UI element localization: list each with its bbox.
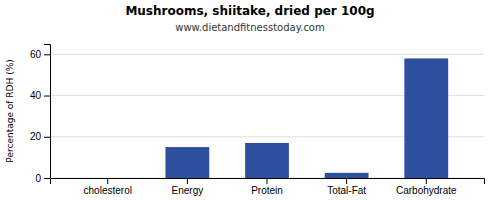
y-tick: 60	[30, 49, 50, 60]
y-tick-label: 0	[35, 173, 41, 184]
y-axis-line	[44, 45, 51, 179]
y-tick: 40	[30, 90, 50, 101]
title: Mushrooms, shiitake, dried per 100g	[125, 4, 374, 18]
bar	[404, 58, 448, 178]
x-tick-label: Carbohydrate	[396, 185, 457, 196]
x-tick: Energy	[172, 178, 204, 196]
y-tick-mark	[44, 54, 50, 55]
x-tick: Total-Fat	[327, 178, 366, 196]
x-tick-mark	[346, 178, 347, 184]
bars	[165, 58, 448, 178]
x-tick-label: Energy	[172, 185, 204, 196]
x-tick-mark	[426, 178, 427, 184]
grid	[50, 54, 484, 178]
plot: cholesterol Energy Protein Total-Fat Carbohy…	[30, 45, 485, 197]
x-tick: Carbohydrate	[396, 178, 457, 196]
x-tick-mark	[187, 178, 188, 184]
y-tick-mark	[44, 178, 50, 179]
x-tick-mark	[107, 178, 108, 184]
y-tick-label: 60	[30, 49, 42, 60]
y-tick: 20	[30, 131, 50, 142]
y-axis: 0 20 40 60	[30, 45, 51, 184]
x-tick-label: cholesterol	[84, 185, 132, 196]
y-tick-label: 40	[30, 90, 42, 101]
grid-line	[50, 54, 484, 55]
subtitle: www.dietandfitnesstoday.com	[175, 22, 324, 33]
y-tick-mark	[44, 96, 50, 97]
y-tick-mark	[44, 137, 50, 138]
bar	[165, 147, 209, 178]
x-tick: cholesterol	[84, 178, 132, 196]
x-tick: Protein	[251, 178, 283, 196]
bar	[245, 143, 289, 178]
y-tick-label: 20	[30, 131, 42, 142]
x-tick-label: Protein	[251, 185, 283, 196]
x-axis-line	[51, 179, 485, 185]
y-tick: 0	[35, 173, 50, 184]
x-tick-label: Total-Fat	[327, 185, 366, 196]
x-axis: cholesterol Energy Protein Total-Fat Carbohy…	[51, 178, 485, 196]
chart: Mushrooms, shiitake, dried per 100g www.d…	[0, 0, 500, 200]
bar	[325, 173, 369, 178]
y-axis-title: Percentage of RDH (%)	[5, 59, 15, 162]
bar	[86, 178, 130, 179]
x-tick-mark	[267, 178, 268, 184]
